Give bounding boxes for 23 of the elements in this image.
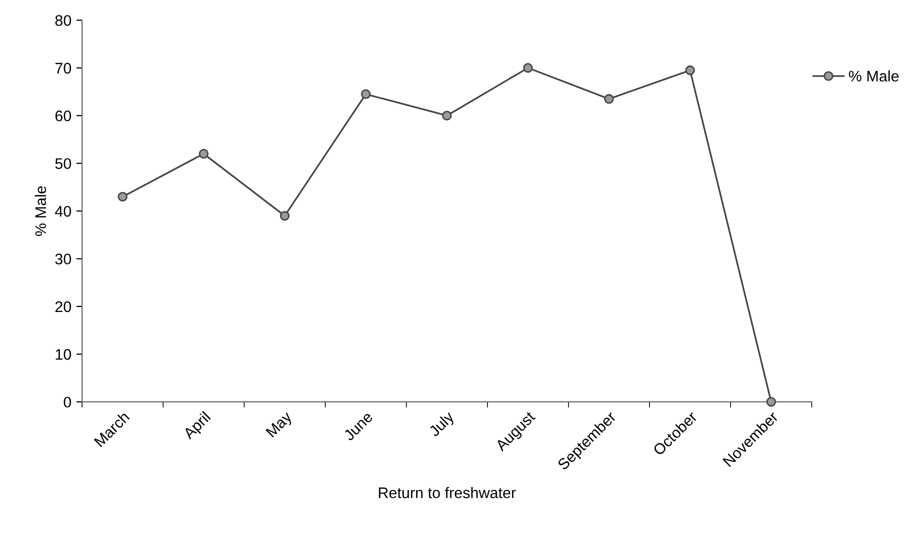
point [280, 210, 290, 221]
point [604, 94, 614, 104]
point [523, 63, 533, 73]
point [766, 396, 776, 407]
y-tick-label: 50 [55, 158, 72, 170]
x-tick-label: May [266, 410, 295, 440]
point [360, 89, 371, 100]
legend-label: % Male [848, 70, 899, 82]
point [442, 110, 452, 120]
y-tick-label: 20 [55, 301, 72, 312]
y-tick-label: 30 [55, 254, 72, 264]
y-tick-label: 80 [55, 15, 72, 26]
point [198, 148, 209, 159]
y-tick-label: 10 [56, 349, 72, 360]
y-axis-title: % Male [34, 186, 46, 236]
y-tick-label: 40 [55, 206, 72, 217]
point [685, 65, 695, 76]
y-tick-label: 0 [64, 396, 72, 408]
x-axis-title: Return to freshwater [378, 486, 516, 498]
point [118, 192, 128, 202]
y-tick-label: 70 [55, 62, 72, 74]
y-tick-label: 60 [55, 110, 72, 122]
x-tick-label: July [428, 410, 457, 440]
